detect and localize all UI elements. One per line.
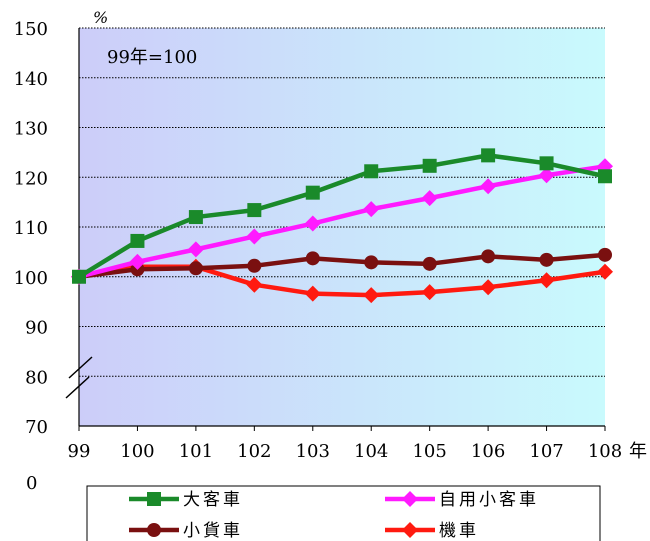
x-tick-label: 104 <box>354 441 388 462</box>
x-tick-label: 102 <box>237 441 271 462</box>
data-point <box>246 276 263 293</box>
y-unit-label: % <box>93 8 108 27</box>
legend-label: 機車 <box>439 521 479 541</box>
data-point <box>481 249 496 264</box>
legend-swatch-marker <box>402 522 418 538</box>
series-自用小客車 <box>71 158 613 285</box>
data-point <box>187 241 204 258</box>
data-point <box>480 178 497 195</box>
data-point <box>188 261 203 276</box>
y-tick-labels: 150 140 130 120 110 100 90 80 70 <box>14 19 48 438</box>
x-tick-label: 105 <box>412 441 446 462</box>
legend-item: 機車 <box>385 521 479 541</box>
y-tick-label: 140 <box>14 69 48 90</box>
y-tick-label: 150 <box>14 19 48 40</box>
data-point <box>538 272 555 289</box>
data-point <box>364 164 379 179</box>
series-line <box>78 164 606 279</box>
legend-label: 大客車 <box>183 490 243 510</box>
legend-swatch-marker <box>147 523 161 537</box>
series-line <box>77 153 606 279</box>
y-zero-label: 0 <box>26 473 37 494</box>
data-point <box>247 203 262 218</box>
y-tick-label: 120 <box>14 168 48 189</box>
legend-swatch-marker <box>147 492 161 506</box>
x-unit-label: 年 <box>629 441 647 462</box>
series-大客車 <box>72 148 612 284</box>
data-point <box>538 167 555 184</box>
data-point <box>598 169 612 184</box>
data-point <box>421 284 438 301</box>
legend-item: 小貨車 <box>129 521 243 541</box>
base-year-annotation: 99年=100 <box>107 47 197 68</box>
data-point <box>597 263 613 280</box>
data-point <box>247 258 262 273</box>
x-tick-label: 107 <box>529 441 563 462</box>
data-point <box>422 256 437 271</box>
data-point <box>129 253 146 270</box>
data-point <box>364 255 379 270</box>
x-tick-labels: 99 100 101 102 103 104 105 106 107 108 <box>68 441 623 462</box>
x-tick-label: 108 <box>588 441 622 462</box>
x-tick-label: 106 <box>471 441 505 462</box>
data-point <box>130 233 145 248</box>
axes <box>78 28 606 431</box>
data-point <box>422 158 437 173</box>
data-point <box>305 251 320 266</box>
data-point <box>72 269 86 284</box>
data-point <box>539 252 554 267</box>
legend-item: 自用小客車 <box>385 490 539 510</box>
y-tick-label: 130 <box>14 119 48 140</box>
data-point <box>304 215 321 232</box>
x-tick-label: 103 <box>296 441 330 462</box>
axis-break-marker <box>65 356 93 399</box>
y-tick-label: 70 <box>25 417 48 438</box>
data-point <box>363 201 380 218</box>
y-tick-label: 90 <box>25 318 48 339</box>
data-point <box>304 285 321 302</box>
data-point <box>305 185 320 200</box>
legend-label: 小貨車 <box>183 521 243 541</box>
x-tick-label: 101 <box>179 441 213 462</box>
data-point <box>481 148 496 163</box>
series-line <box>78 252 606 279</box>
data-point <box>598 247 612 262</box>
x-tick-label: 99 <box>68 441 91 462</box>
data-point <box>539 156 554 171</box>
y-tick-label: 80 <box>25 367 48 388</box>
series-layer <box>71 148 613 304</box>
data-point <box>480 279 497 296</box>
x-tick-label: 100 <box>120 441 154 462</box>
data-point <box>188 210 203 225</box>
data-point <box>363 287 380 304</box>
y-tick-label: 110 <box>14 218 48 239</box>
data-point <box>421 190 438 207</box>
y-tick-label: 100 <box>14 268 48 289</box>
legend-swatch-marker <box>402 491 418 507</box>
legend-label: 自用小客車 <box>439 490 539 510</box>
data-point <box>246 228 263 245</box>
legend-item: 大客車 <box>129 490 243 510</box>
